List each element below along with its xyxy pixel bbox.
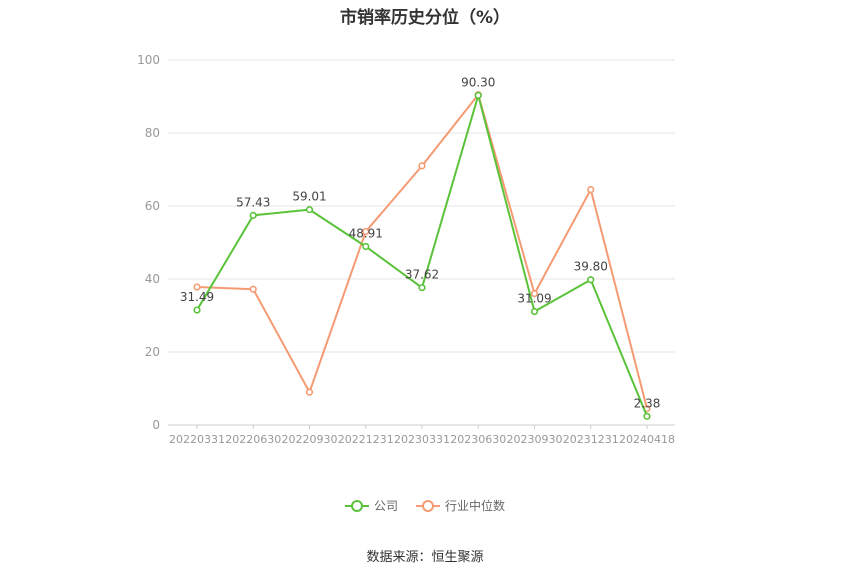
series-0-point-1 (249, 211, 257, 219)
data-label-2: 59.01 (292, 190, 326, 204)
series-0-point-7 (587, 276, 595, 284)
series-1-point-3 (362, 227, 370, 236)
data-label-3: 48.91 (349, 226, 383, 240)
data-label-4: 37.62 (405, 268, 439, 282)
x-tick-label-0: 20220331 (169, 433, 225, 446)
series-1-point-0 (193, 283, 201, 291)
series-line-0 (196, 94, 648, 417)
data-label-8: 2.38 (634, 396, 661, 410)
y-tick-label-3: 60 (145, 199, 160, 213)
data-label-1: 57.43 (236, 195, 270, 209)
data-source: 数据来源：恒生聚源 (366, 550, 484, 565)
legend: 公司 行业中位数 (0, 497, 850, 514)
legend-company-marker-icon (344, 499, 369, 513)
legend-item-industry-median[interactable]: 行业中位数 (416, 497, 505, 514)
y-tick-label-0: 0 (152, 418, 160, 432)
series-0-point-2 (305, 206, 314, 214)
x-tick-label-3: 20221231 (338, 433, 394, 446)
x-tick-label-8: 20240418 (619, 433, 675, 446)
x-tick-label-6: 20230930 (507, 433, 563, 446)
series-1-point-1 (249, 285, 257, 293)
x-tick-label-2: 20220930 (282, 433, 338, 446)
x-tick-label-1: 20220630 (225, 433, 281, 446)
legend-industry-label: 行业中位数 (445, 499, 506, 513)
y-tick-label-5: 100 (137, 53, 160, 67)
series-1-point-7 (587, 185, 595, 194)
series-1-point-2 (305, 388, 314, 396)
legend-company-label: 公司 (373, 499, 398, 513)
y-tick-label-1: 20 (145, 345, 160, 359)
data-label-6: 31.09 (517, 292, 551, 306)
x-tick-label-5: 20230630 (450, 433, 506, 446)
series-0-point-6 (530, 307, 539, 316)
series-line-1 (196, 93, 648, 409)
x-tick-label-4: 20230331 (394, 433, 450, 446)
chart-title: 市销率历史分位（%） (339, 8, 511, 28)
data-label-5: 90.30 (461, 75, 495, 89)
y-tick-label-4: 80 (145, 126, 160, 140)
series-0-point-0 (193, 306, 201, 314)
data-label-7: 39.80 (574, 260, 608, 274)
x-tick-label-7: 20231231 (563, 433, 619, 446)
series-0-point-3 (362, 242, 370, 251)
legend-industry-marker-icon (416, 499, 440, 513)
data-label-0: 31.49 (180, 290, 214, 304)
series-0-point-5 (474, 91, 482, 100)
series-1-point-4 (418, 162, 426, 170)
series-1-point-6 (530, 290, 539, 298)
series-0-point-4 (418, 284, 426, 292)
legend-item-company[interactable]: 公司 (344, 497, 398, 514)
y-tick-label-2: 40 (145, 272, 160, 286)
series-0-point-8 (643, 412, 651, 420)
